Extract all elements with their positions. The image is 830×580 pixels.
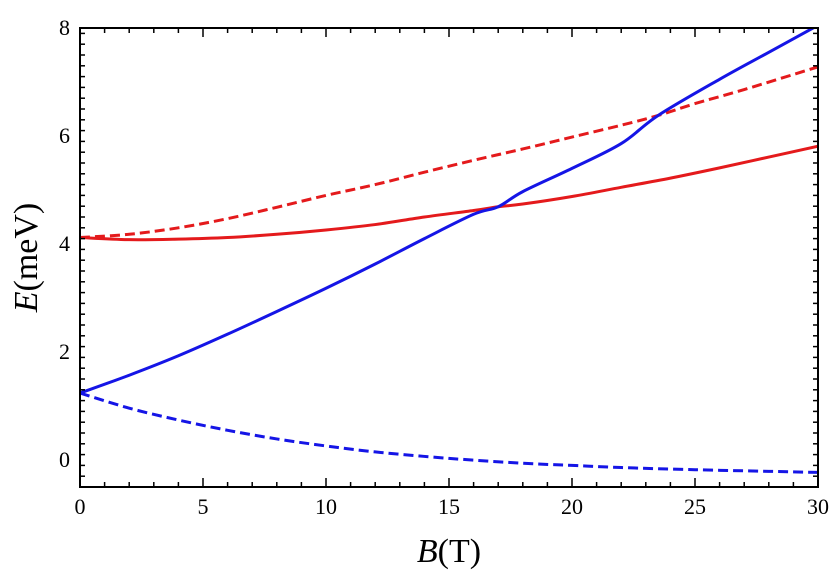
series-line-2	[80, 65, 818, 240]
tick-labels: 0 5 10 15 20 25 30 0 2 4 6 8	[59, 15, 829, 519]
plot-frame	[79, 27, 819, 488]
x-tick-label: 10	[315, 494, 337, 519]
series-line-1	[80, 144, 818, 242]
series-line-4	[80, 391, 818, 474]
ticks	[79, 28, 819, 488]
y-axis-unit: (meV)	[8, 203, 45, 292]
x-tick-label: 20	[561, 494, 583, 519]
x-axis-label: B(T)	[417, 533, 481, 570]
x-tick-label: 0	[75, 494, 86, 519]
y-tick-label: 6	[59, 123, 70, 148]
y-tick-label: 0	[59, 447, 70, 472]
x-tick-label: 25	[684, 494, 706, 519]
x-tick-label: 30	[807, 494, 829, 519]
y-axis-label: E(meV)	[8, 203, 45, 314]
y-tick-label: 8	[59, 15, 70, 40]
series-line-3	[80, 28, 817, 395]
x-axis-unit: (T)	[438, 533, 481, 570]
plot-lines	[80, 28, 818, 474]
y-tick-label: 2	[59, 339, 70, 364]
y-tick-label: 4	[59, 231, 70, 256]
y-axis-symbol: E	[8, 291, 45, 313]
x-tick-label: 15	[438, 494, 460, 519]
x-tick-label: 5	[198, 494, 209, 519]
x-axis-symbol: B	[417, 533, 438, 570]
